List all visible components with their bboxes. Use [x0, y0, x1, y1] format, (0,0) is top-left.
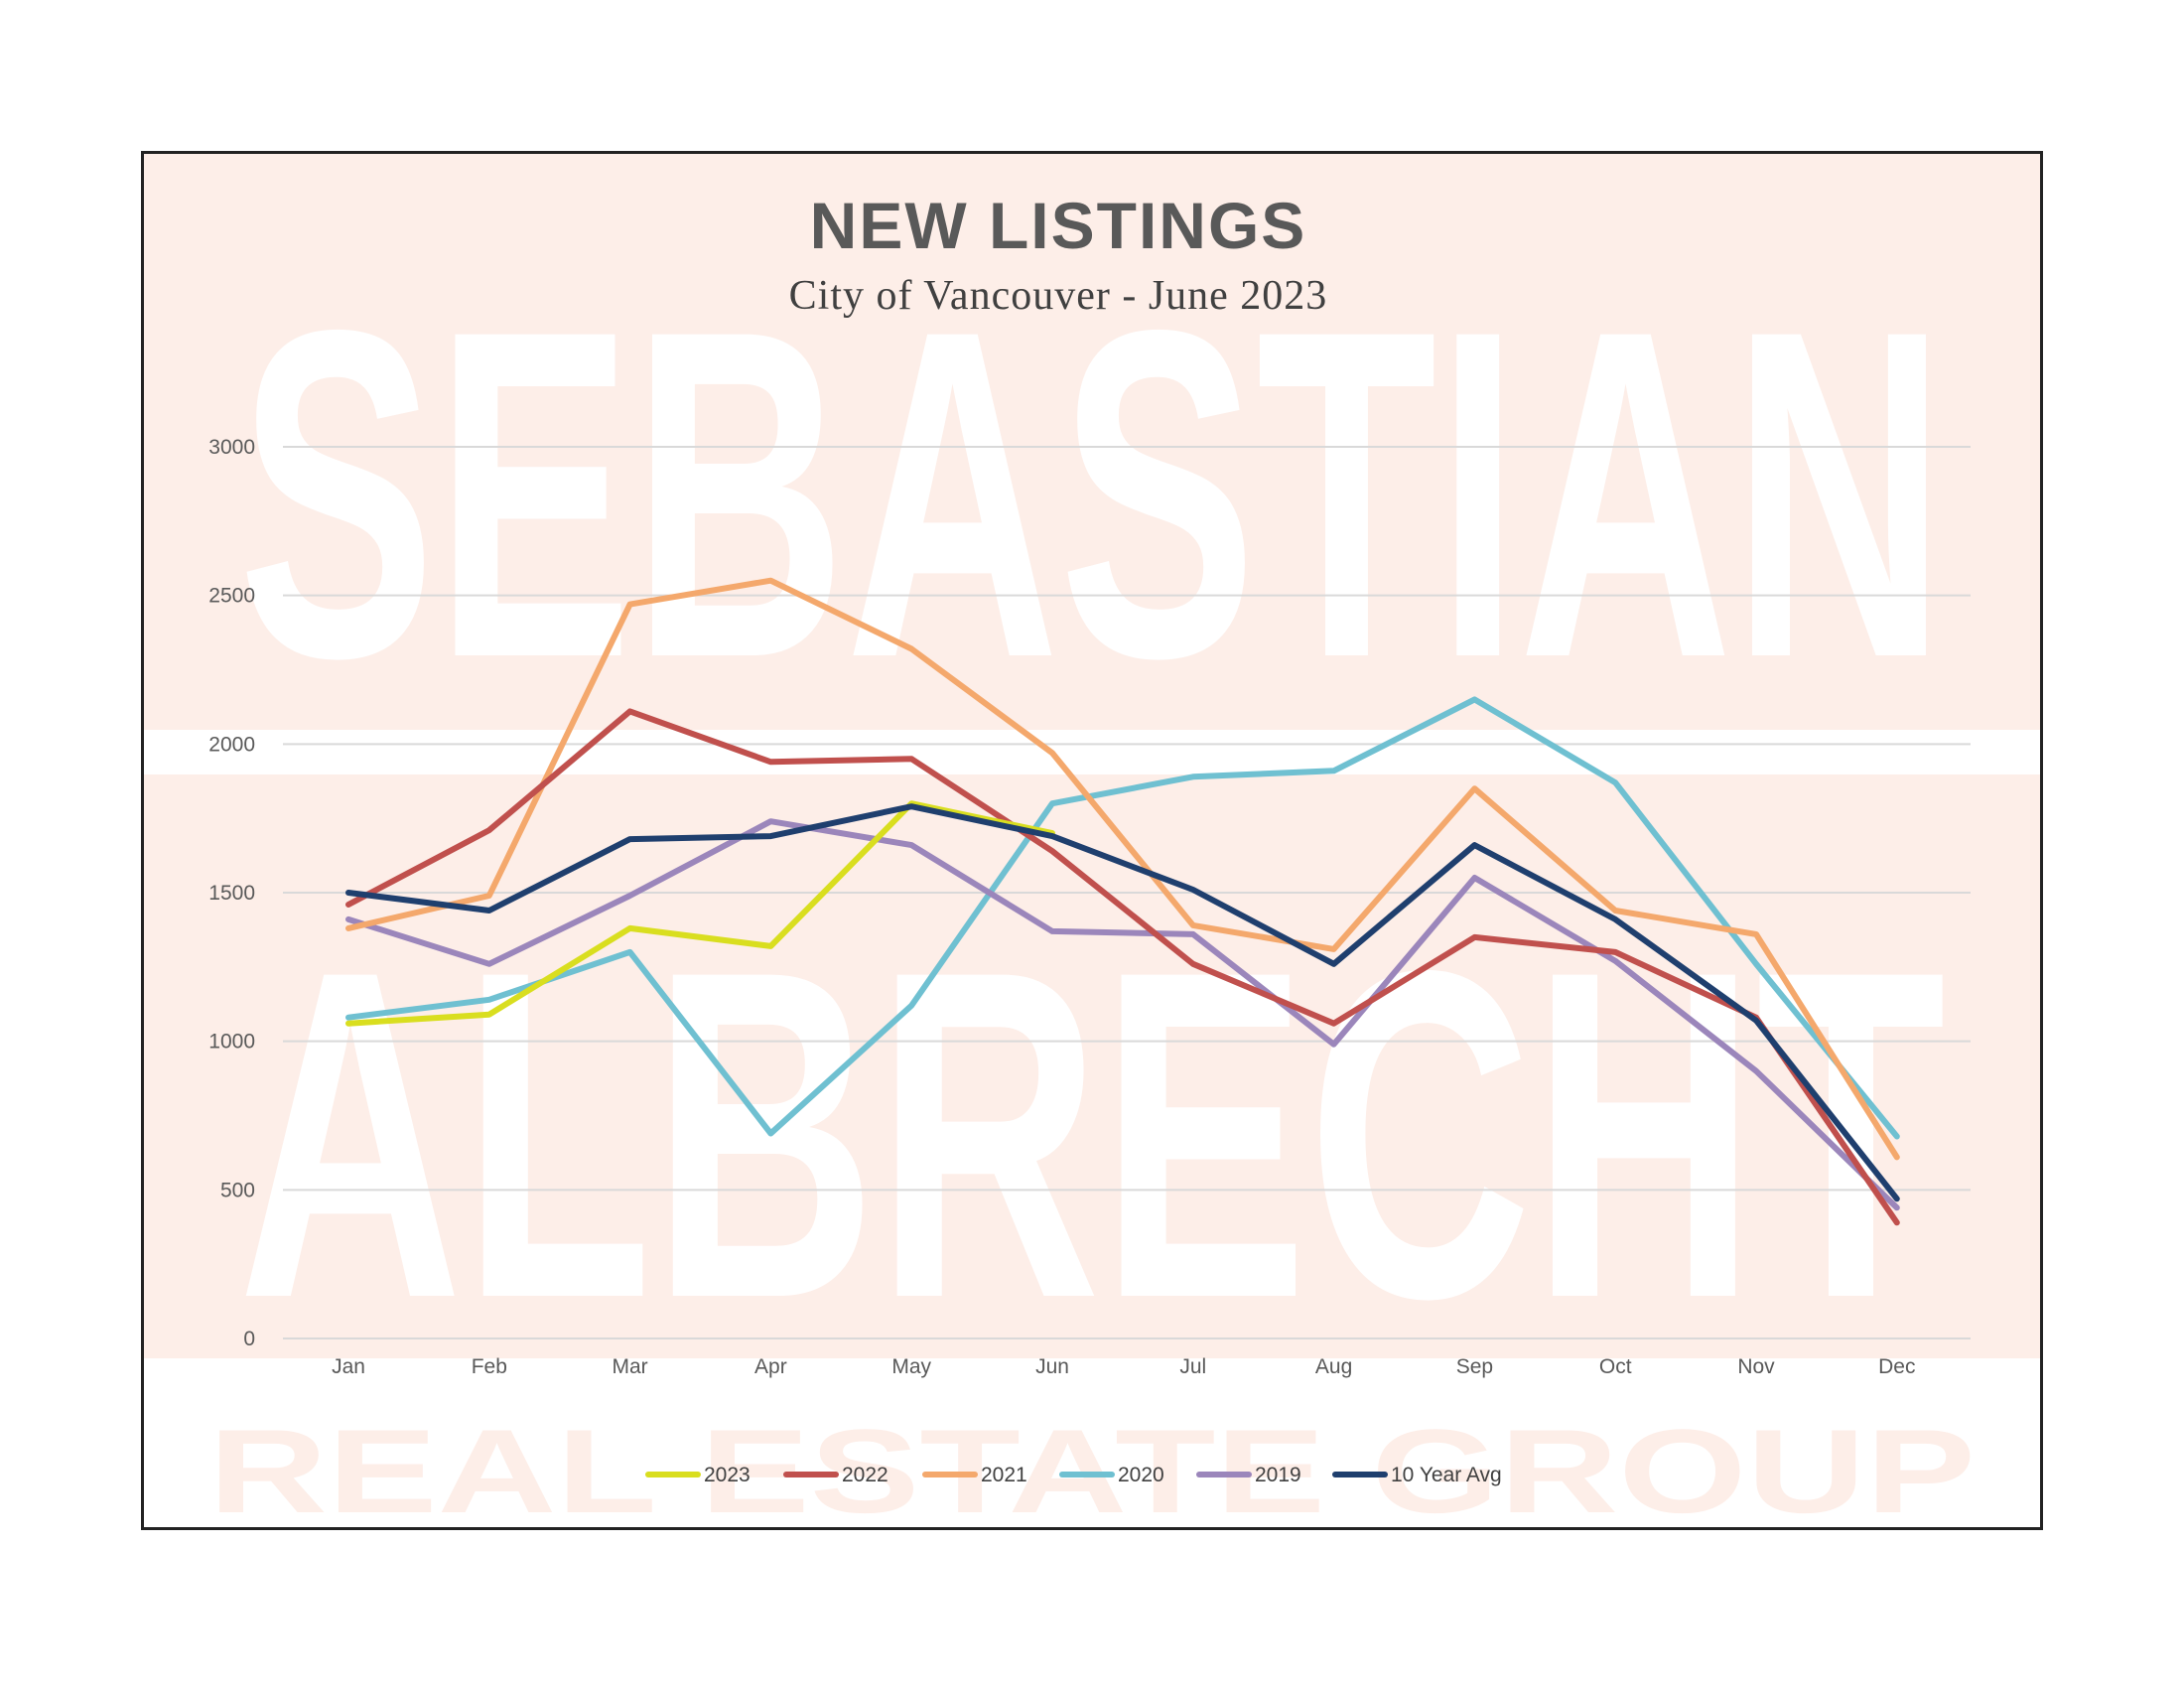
series-lines	[345, 577, 1900, 1226]
x-tick-label: Mar	[613, 1355, 648, 1378]
watermark-band-top	[144, 154, 2040, 730]
y-tick-label: 500	[220, 1179, 255, 1201]
series-line-2022	[345, 708, 1900, 1226]
x-tick-label: Aug	[1315, 1355, 1352, 1378]
x-tick-label: Apr	[754, 1355, 787, 1378]
series-line-2021	[345, 577, 1900, 1161]
x-axis-ticks: Jan Feb Mar Apr May Jun Jul Aug Sep Oct Nov Dec	[332, 1355, 1915, 1378]
x-tick-label: Dec	[1878, 1355, 1915, 1378]
x-tick-label: Oct	[1599, 1355, 1632, 1378]
legend-label: 2019	[1255, 1464, 1301, 1486]
y-axis-ticks: 0 500 1000 1500 2000 2500 3000	[208, 436, 255, 1350]
new-listings-chart: SEBASTIAN ALBRECHT REAL ESTATE GROUP NEW…	[144, 154, 2040, 1527]
chart-subtitle: City of Vancouver - June 2023	[789, 273, 1328, 319]
x-tick-label: Jul	[1179, 1355, 1206, 1378]
series-line-10-year-avg	[345, 803, 1900, 1202]
x-tick-label: Sep	[1456, 1355, 1493, 1378]
y-tick-label: 3000	[208, 436, 255, 459]
legend: 2023 2022 2021 2020 2019 10 Year Avg	[645, 1464, 1502, 1486]
series-line-2019	[345, 818, 1900, 1211]
chart-frame: SEBASTIAN ALBRECHT REAL ESTATE GROUP NEW…	[141, 151, 2043, 1530]
x-tick-label: Jan	[332, 1355, 365, 1378]
x-tick-label: May	[891, 1355, 931, 1378]
chart-title: NEW LISTINGS	[810, 189, 1307, 262]
legend-label: 10 Year Avg	[1391, 1464, 1502, 1486]
y-tick-label: 2000	[208, 733, 255, 756]
series-line-2020	[345, 696, 1900, 1140]
x-tick-label: Jun	[1035, 1355, 1069, 1378]
watermark-line3: REAL ESTATE GROUP	[208, 1405, 1976, 1527]
y-tick-label: 1000	[208, 1031, 255, 1054]
legend-label: 2020	[1118, 1464, 1164, 1486]
x-tick-label: Feb	[472, 1355, 507, 1378]
y-tick-label: 0	[243, 1328, 255, 1350]
y-tick-label: 2500	[208, 585, 255, 608]
watermark-line1: SEBASTIAN	[238, 233, 1946, 755]
y-tick-label: 1500	[208, 882, 255, 905]
watermark-line2: ALBRECHT	[238, 874, 1946, 1395]
legend-label: 2022	[842, 1464, 888, 1486]
x-tick-label: Nov	[1737, 1355, 1775, 1378]
legend-label: 2021	[981, 1464, 1027, 1486]
watermark-band-bottom	[144, 774, 2040, 1358]
legend-label: 2023	[704, 1464, 751, 1486]
